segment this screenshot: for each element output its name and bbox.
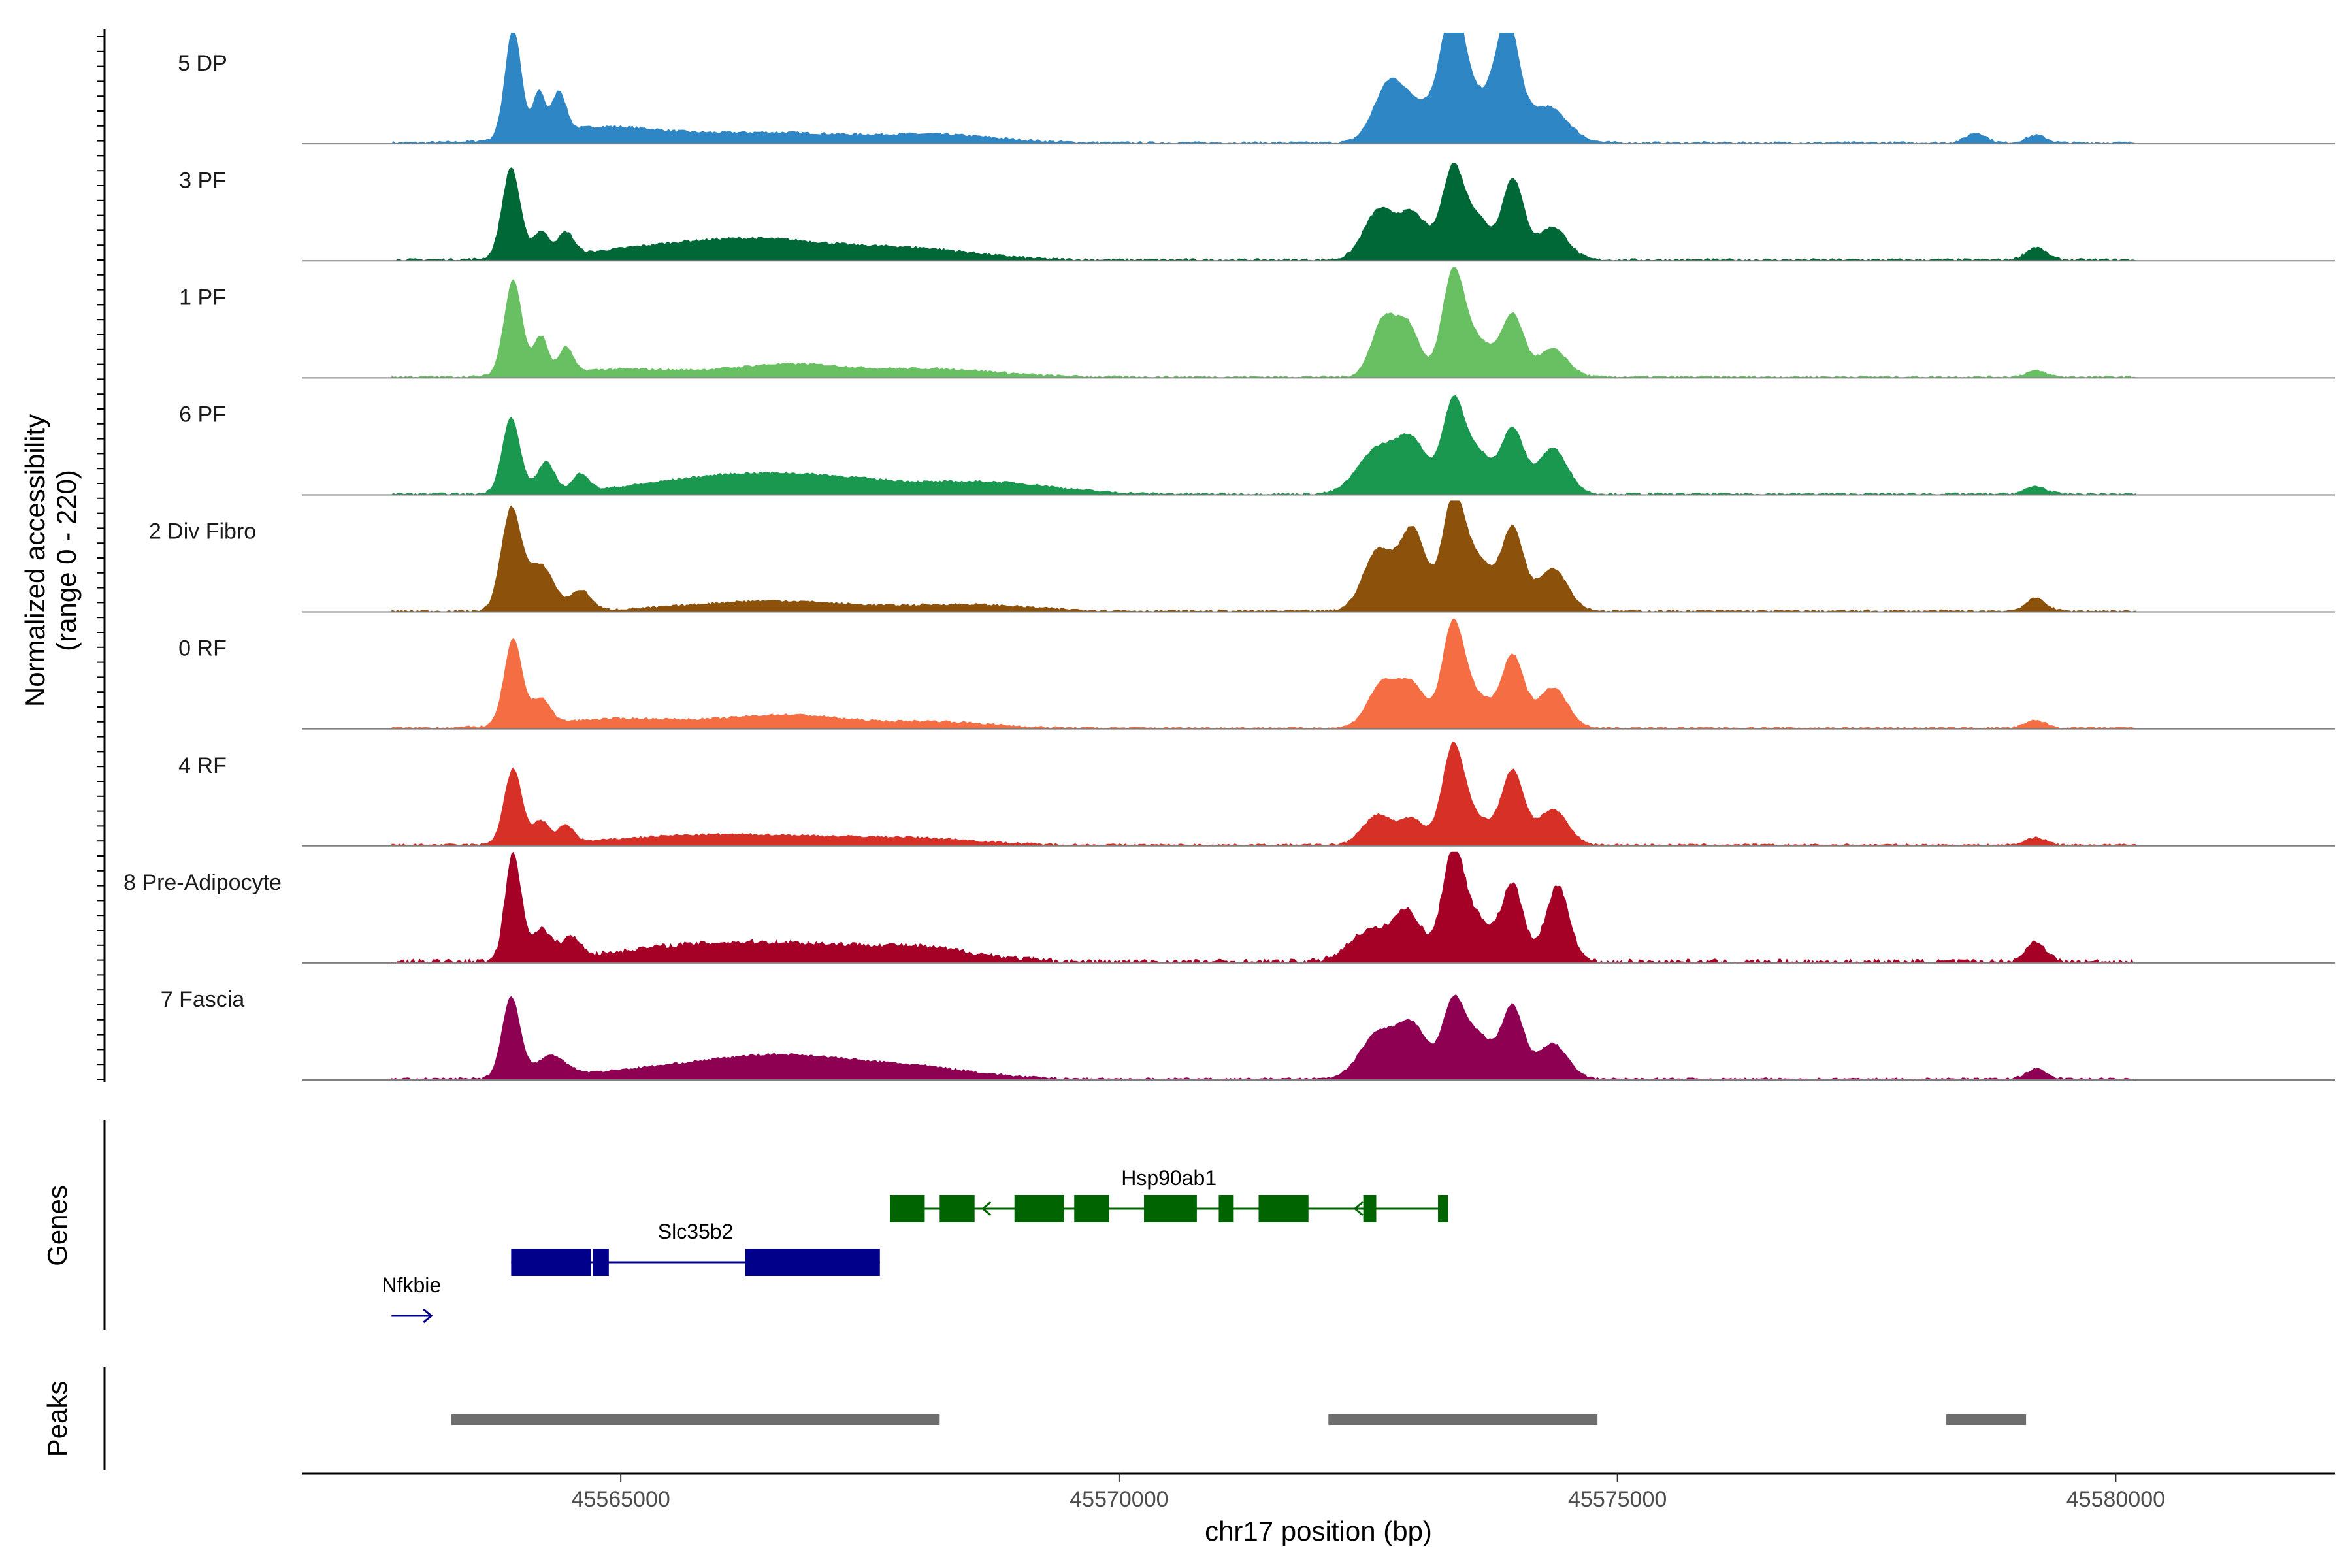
track-label: 0 RF [178, 636, 227, 661]
gene-exon [1144, 1195, 1197, 1222]
track-label: 2 Div Fibro [149, 519, 256, 544]
track-8: 8 Pre-Adipocyte [123, 851, 2335, 964]
coverage-area [391, 851, 2136, 963]
strand-arrow [1353, 1201, 1364, 1217]
genes-panel-label: Genes [42, 1185, 73, 1266]
track-label: 7 Fascia [161, 987, 245, 1012]
coverage-area [391, 618, 2136, 729]
coverage-area [391, 163, 2136, 261]
gene-exon [511, 1249, 591, 1276]
gene-slc35b2: Slc35b2 [511, 1220, 880, 1276]
strand-arrow [981, 1201, 992, 1217]
track-label: 4 RF [178, 753, 227, 778]
x-tick-label: 45580000 [2066, 1487, 2165, 1512]
track-1: 5 DP [178, 33, 2335, 145]
coverage-area [391, 994, 2136, 1080]
gene-label: Slc35b2 [658, 1220, 734, 1243]
track-9: 7 Fascia [161, 987, 2335, 1081]
strand-arrow [423, 1308, 433, 1324]
gene-hsp90ab1: Hsp90ab1 [890, 1166, 1448, 1222]
gene-exon [890, 1195, 925, 1222]
coverage-area [391, 500, 2136, 612]
track-6: 0 RF [178, 618, 2335, 730]
track-4: 6 PF [179, 395, 2335, 496]
gene-label: Hsp90ab1 [1121, 1166, 1217, 1190]
coverage-area [391, 395, 2136, 495]
y-axis-title-line2: (range 0 - 220) [51, 470, 82, 651]
x-tick-label: 45570000 [1070, 1487, 1168, 1512]
track-label: 8 Pre-Adipocyte [123, 870, 282, 895]
gene-label: Nfkbie [382, 1273, 441, 1297]
x-tick-label: 45575000 [1568, 1487, 1667, 1512]
peak-region [1946, 1414, 2027, 1425]
y-axis-title-line1: Normalized accessibility [20, 414, 50, 707]
coverage-area [391, 33, 2136, 144]
x-tick-label: 45565000 [572, 1487, 670, 1512]
gene-exon [593, 1249, 609, 1276]
track-label: 6 PF [179, 402, 226, 427]
coverage-y-axis [97, 29, 106, 1082]
track-7: 4 RF [178, 741, 2335, 847]
x-axis: 45565000 45570000 45575000 45580000 chr17 p… [302, 1472, 2335, 1546]
peak-region [451, 1414, 940, 1425]
gene-nfkbie: Nfkbie [382, 1273, 441, 1324]
gene-exon [1074, 1195, 1109, 1222]
genes-panel: Genes Nfkbie Slc35b2 Hsp90ab1 [42, 1120, 1448, 1330]
track-label: 5 DP [178, 51, 227, 76]
x-axis-ticks: 45565000 45570000 45575000 45580000 [572, 1473, 2165, 1512]
coverage-area [391, 741, 2136, 846]
y-axis-title: Normalized accessibility (range 0 - 220) [20, 414, 82, 707]
x-axis-title: chr17 position (bp) [1205, 1516, 1432, 1546]
gene-exon [1218, 1195, 1234, 1222]
track-label: 1 PF [179, 285, 226, 310]
gene-exon [1363, 1195, 1377, 1222]
coverage-tracks: 5 DP 3 PF 1 PF 6 PF 2 Div Fibro 0 RF 4 RF 8 Pre… [123, 33, 2335, 1081]
coverage-area [391, 267, 2136, 378]
track-label: 3 PF [179, 168, 226, 193]
peak-region [1328, 1414, 1598, 1425]
track-3: 1 PF [179, 267, 2335, 379]
gene-exon [745, 1249, 880, 1276]
peak-regions [451, 1414, 2027, 1425]
track-5: 2 Div Fibro [149, 500, 2335, 613]
peaks-panel-label: Peaks [42, 1381, 73, 1458]
gene-models: Nfkbie Slc35b2 Hsp90ab1 [382, 1166, 1448, 1324]
track-2: 3 PF [179, 163, 2335, 262]
gene-exon [939, 1195, 975, 1222]
gene-exon [1438, 1195, 1448, 1222]
peaks-panel: Peaks [42, 1367, 2027, 1470]
gene-exon [1014, 1195, 1064, 1222]
gene-exon [1258, 1195, 1309, 1222]
